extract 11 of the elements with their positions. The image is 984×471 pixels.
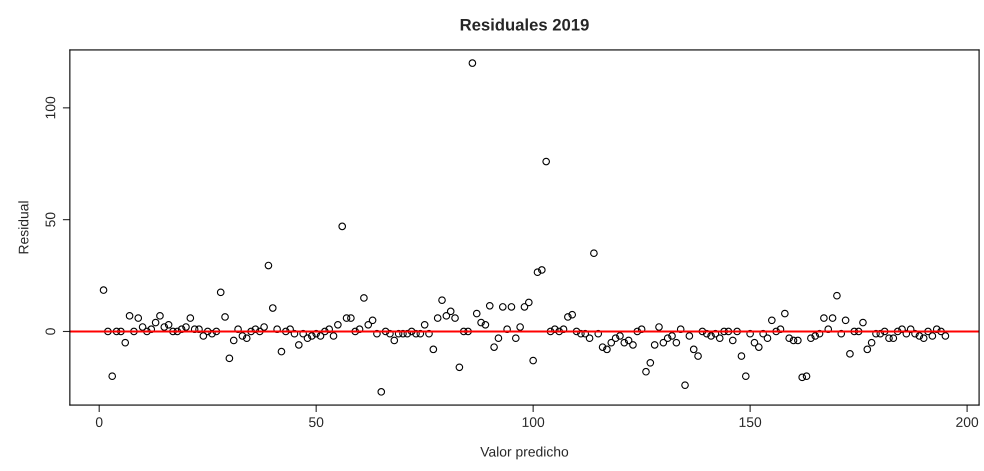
x-tick-label: 100 <box>522 417 544 428</box>
x-tick-label: 50 <box>309 417 324 428</box>
x-tick-label: 200 <box>956 417 978 428</box>
y-tick-label: 0 <box>45 328 56 335</box>
x-tick-label: 0 <box>96 417 103 428</box>
y-axis-title: Residual <box>18 201 28 254</box>
chart-title: Residuales 2019 <box>460 18 589 31</box>
x-tick-label: 150 <box>740 417 762 428</box>
x-axis-title: Valor predicho <box>480 446 568 460</box>
y-tick-label: 50 <box>45 212 56 227</box>
y-tick-label: 100 <box>45 96 56 118</box>
